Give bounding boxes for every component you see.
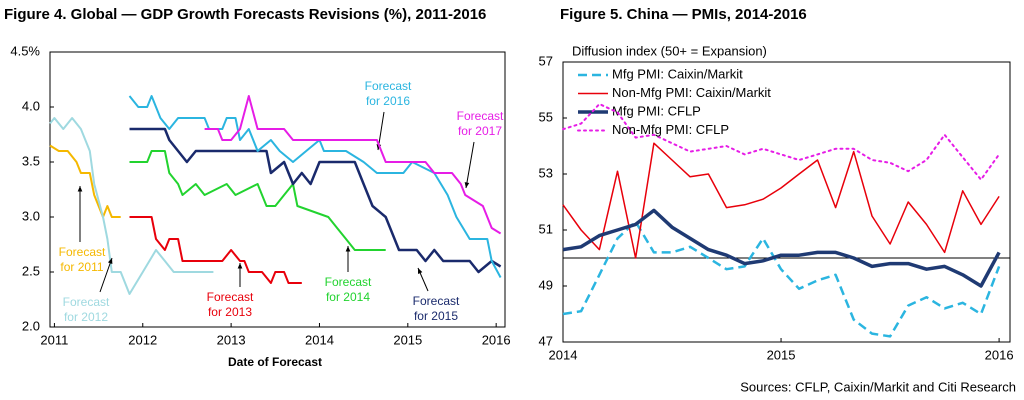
legend-label: Non-Mfg PMI: Caixin/Markit bbox=[612, 85, 771, 100]
x-tick-label: 2016 bbox=[482, 332, 511, 347]
series-line bbox=[128, 95, 502, 278]
legend-label: Mfg PMI: CFLP bbox=[612, 103, 701, 118]
series-line bbox=[129, 216, 302, 284]
series-line bbox=[129, 150, 386, 251]
y-tick-label: 49 bbox=[539, 277, 553, 292]
x-tick-label: 2015 bbox=[393, 332, 422, 347]
y-tick-label: 4.0 bbox=[22, 98, 40, 113]
series-annotation: Forecast bbox=[413, 294, 460, 308]
x-axis-label: Date of Forecast bbox=[228, 355, 322, 369]
plot-frame bbox=[562, 61, 1011, 343]
series-annotation: for 2012 bbox=[64, 310, 108, 324]
plot-frame bbox=[49, 51, 506, 328]
legend-label: Non-Mfg PMI: CFLP bbox=[612, 122, 729, 137]
legend-label: Mfg PMI: Caixin/Markit bbox=[612, 66, 743, 81]
y-tick-label: 51 bbox=[539, 221, 553, 236]
chart-subtitle: Diffusion index (50+ = Expansion) bbox=[572, 43, 767, 58]
y-tick-label: 2.5 bbox=[22, 263, 40, 278]
annotation-arrowhead bbox=[345, 246, 351, 252]
x-tick-label: 2012 bbox=[128, 332, 157, 347]
series-annotation: for 2011 bbox=[60, 260, 103, 274]
y-tick-label: 4.5% bbox=[10, 43, 40, 58]
series-line bbox=[129, 127, 502, 274]
series-annotation: Forecast bbox=[207, 290, 254, 304]
y-tick-label: 47 bbox=[539, 333, 553, 348]
annotation-arrowhead bbox=[107, 258, 113, 264]
y-tick-label: 55 bbox=[539, 109, 553, 124]
series-line bbox=[204, 95, 502, 235]
x-tick-label: 2014 bbox=[549, 347, 578, 362]
series-annotation: Forecast bbox=[325, 275, 372, 289]
x-tick-label: 2014 bbox=[305, 332, 334, 347]
y-tick-label: 3.0 bbox=[22, 208, 40, 223]
annotation-arrowhead bbox=[418, 268, 423, 274]
series-annotation: for 2017 bbox=[458, 124, 502, 138]
series-annotation: for 2016 bbox=[366, 94, 410, 108]
y-tick-label: 53 bbox=[539, 165, 553, 180]
series-line bbox=[49, 144, 121, 218]
series-line bbox=[562, 103, 1001, 181]
chart-title: Figure 4. Global — GDP Growth Forecasts … bbox=[4, 6, 486, 23]
series-annotation: Forecast bbox=[457, 109, 504, 123]
annotation-arrowhead bbox=[464, 182, 470, 188]
series-line bbox=[562, 220, 1001, 338]
x-tick-label: 2015 bbox=[767, 347, 796, 362]
series-line bbox=[562, 142, 1000, 259]
y-tick-label: 2.0 bbox=[22, 318, 40, 333]
series-annotation: for 2013 bbox=[208, 305, 252, 319]
series-annotation: for 2015 bbox=[414, 309, 458, 323]
series-annotation: Forecast bbox=[59, 245, 106, 259]
chart-title: Figure 5. China — PMIs, 2014-2016 bbox=[560, 6, 807, 23]
source-note: Sources: CFLP, Caixin/Markit and Citi Re… bbox=[740, 379, 1016, 394]
x-tick-label: 2016 bbox=[985, 347, 1014, 362]
series-annotation: Forecast bbox=[365, 79, 412, 93]
series-line bbox=[49, 117, 214, 295]
x-tick-label: 2013 bbox=[217, 332, 246, 347]
annotation-arrowhead bbox=[237, 263, 243, 269]
y-tick-label: 3.5 bbox=[22, 153, 40, 168]
annotation-arrow bbox=[465, 141, 475, 189]
series-line bbox=[562, 208, 1001, 288]
y-tick-label: 57 bbox=[539, 53, 553, 68]
series-annotation: Forecast bbox=[63, 295, 110, 309]
annotation-arrow bbox=[99, 257, 113, 293]
series-annotation: for 2014 bbox=[326, 290, 370, 304]
x-tick-label: 2011 bbox=[40, 332, 68, 347]
annotation-arrowhead bbox=[77, 186, 83, 192]
